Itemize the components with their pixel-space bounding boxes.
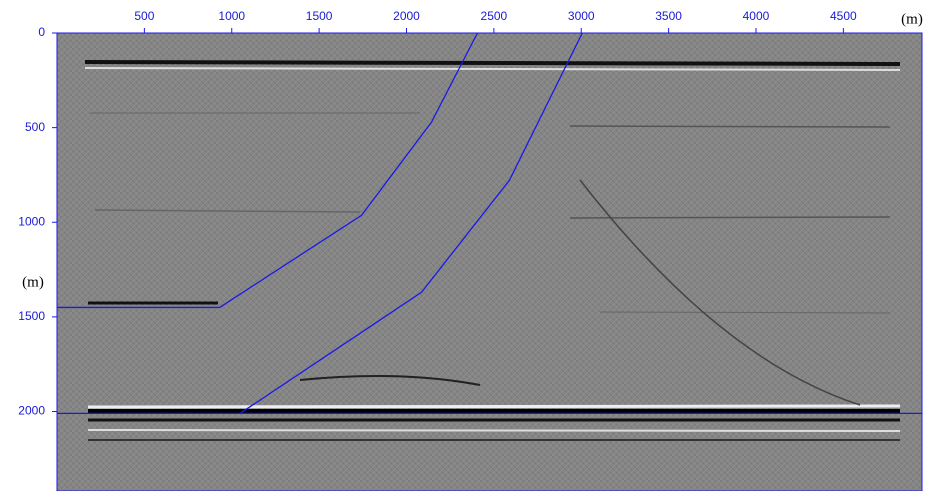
- y-tick-label: 0: [38, 25, 45, 39]
- seismic-reflectors: [84, 60, 901, 441]
- y-tick-label: 1500: [18, 309, 45, 323]
- plot-frame: [56, 32, 923, 491]
- y-tick-label: 500: [25, 120, 45, 134]
- horizon-line: [239, 32, 583, 415]
- x-tick-label: 2000: [393, 9, 420, 23]
- y-axis-label: (m): [22, 274, 44, 290]
- x-tick-label: 1000: [218, 9, 245, 23]
- x-tick-label: 4500: [830, 9, 857, 23]
- y-tick-label: 2000: [18, 404, 45, 418]
- x-axis-label: (m): [901, 11, 923, 27]
- x-tick-label: 2500: [481, 9, 508, 23]
- x-tick-label: 500: [134, 9, 154, 23]
- x-tick-label: 3500: [655, 9, 682, 23]
- horizon-line: [57, 32, 479, 309]
- y-tick-label: 1000: [18, 214, 45, 228]
- x-tick-label: 4000: [743, 9, 770, 23]
- x-tick-label: 1500: [306, 9, 333, 23]
- x-tick-label: 3000: [568, 9, 595, 23]
- seismic-image: [57, 33, 922, 491]
